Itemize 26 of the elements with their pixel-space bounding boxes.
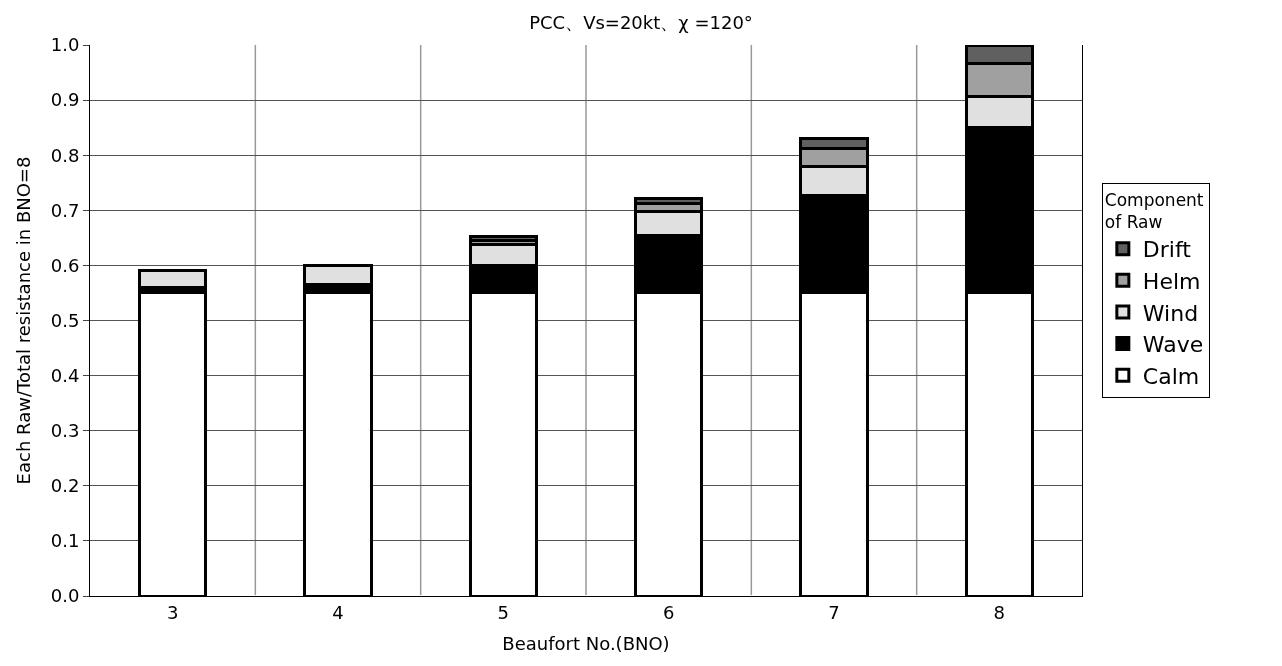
y-tick-label: 0.2 xyxy=(50,475,80,497)
y-tick-label: 0.0 xyxy=(50,585,80,607)
y-tick-label: 0.7 xyxy=(50,199,80,221)
legend-label: Drift xyxy=(1142,237,1192,263)
y-tick-label: 0.6 xyxy=(50,254,80,276)
y-tick-label: 0.1 xyxy=(50,530,80,552)
y-tick-label: 0.9 xyxy=(50,89,80,111)
legend-title: Component of Raw xyxy=(1104,189,1204,232)
y-axis-title: Each Raw/Total resistance in BNO=8 xyxy=(12,156,34,485)
legend-label: Wave xyxy=(1142,332,1204,358)
x-tick-label: 3 xyxy=(166,601,179,623)
y-tick-label: 1.0 xyxy=(50,34,80,56)
y-tick-label: 0.4 xyxy=(50,364,80,386)
x-tick-label: 6 xyxy=(662,601,675,623)
chart-title: PCC、Vs=20kt、χ =120° xyxy=(529,12,753,34)
x-tick-label: 8 xyxy=(993,601,1006,623)
y-tick-label: 0.5 xyxy=(50,309,80,331)
x-tick-label: 7 xyxy=(828,601,840,623)
legend-label: Wind xyxy=(1142,300,1199,326)
legend-label: Calm xyxy=(1142,363,1200,389)
y-tick-label: 0.3 xyxy=(50,420,80,441)
x-tick-label: 5 xyxy=(497,601,510,623)
legend-label: Helm xyxy=(1142,268,1201,294)
x-axis-title: Beaufort No.(BNO) xyxy=(502,632,670,654)
y-tick-label: 0.8 xyxy=(50,144,80,166)
x-tick-label: 4 xyxy=(332,601,344,623)
